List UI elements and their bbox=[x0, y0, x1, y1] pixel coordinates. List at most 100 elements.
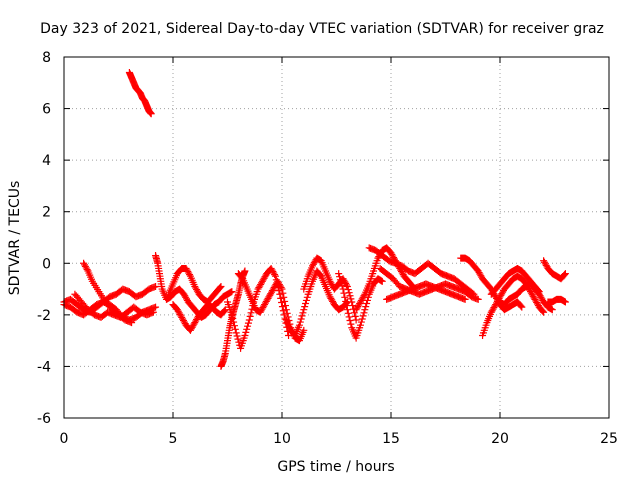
x-axis-label: GPS time / hours bbox=[277, 459, 394, 475]
data-point-marker bbox=[337, 279, 345, 287]
x-tick-label: 5 bbox=[169, 431, 178, 447]
data-point-marker bbox=[220, 307, 228, 315]
data-point-marker bbox=[278, 303, 286, 311]
data-point-marker bbox=[340, 289, 348, 297]
y-axis-label: SDTVAR / TECUs bbox=[7, 181, 23, 296]
data-point-marker bbox=[302, 300, 310, 308]
data-point-marker bbox=[279, 289, 287, 297]
data-point-marker bbox=[300, 326, 308, 334]
data-point-marker bbox=[561, 271, 569, 279]
data-point-marker bbox=[346, 317, 354, 325]
data-point-marker bbox=[302, 296, 310, 304]
data-point-marker bbox=[279, 307, 287, 315]
data-point-marker bbox=[230, 318, 238, 326]
data-point-marker bbox=[278, 298, 286, 306]
data-point-marker bbox=[345, 313, 353, 321]
y-tick-label: -4 bbox=[37, 359, 51, 375]
data-point-marker bbox=[278, 285, 286, 293]
data-point-marker bbox=[356, 321, 364, 329]
series-arc12 bbox=[282, 267, 351, 339]
y-tick-label: -2 bbox=[37, 308, 51, 324]
data-point-marker bbox=[341, 293, 349, 301]
x-tick-label: 20 bbox=[491, 431, 509, 447]
data-point-marker bbox=[281, 297, 289, 305]
data-point-marker bbox=[561, 298, 569, 306]
data-point-marker bbox=[83, 265, 91, 273]
data-point-marker bbox=[229, 314, 237, 322]
series-arc8 bbox=[169, 301, 229, 334]
data-point-marker bbox=[336, 276, 344, 284]
y-tick-label: -6 bbox=[37, 411, 51, 427]
data-point-marker bbox=[357, 318, 365, 326]
data-point-marker bbox=[152, 282, 160, 290]
data-point-marker bbox=[276, 290, 284, 298]
data-point-marker bbox=[271, 272, 279, 280]
data-series bbox=[60, 68, 569, 370]
data-point-marker bbox=[271, 271, 279, 279]
data-point-marker bbox=[244, 319, 252, 327]
data-point-marker bbox=[539, 307, 547, 315]
data-point-marker bbox=[300, 306, 308, 314]
data-point-marker bbox=[335, 270, 343, 278]
data-point-marker bbox=[297, 315, 305, 323]
y-tick-label: 2 bbox=[42, 205, 51, 221]
x-tick-label: 10 bbox=[273, 431, 291, 447]
data-point-marker bbox=[242, 328, 250, 336]
data-point-marker bbox=[347, 295, 355, 303]
data-point-marker bbox=[234, 335, 242, 343]
data-point-marker bbox=[359, 312, 367, 320]
data-point-marker bbox=[348, 298, 356, 306]
data-point-marker bbox=[363, 300, 371, 308]
data-point-marker bbox=[338, 282, 346, 290]
series-arc16 bbox=[365, 244, 478, 298]
data-point-marker bbox=[336, 273, 344, 281]
data-point-marker bbox=[247, 309, 255, 317]
data-point-marker bbox=[282, 306, 290, 314]
series-arc23 bbox=[540, 257, 569, 283]
data-point-marker bbox=[244, 322, 252, 330]
data-point-marker bbox=[281, 302, 289, 310]
data-point-marker bbox=[241, 331, 249, 339]
x-tick-label: 25 bbox=[600, 431, 618, 447]
data-point-marker bbox=[152, 303, 160, 311]
data-point-marker bbox=[351, 312, 359, 320]
x-tick-label: 0 bbox=[60, 431, 69, 447]
data-point-marker bbox=[228, 311, 236, 319]
y-tick-label: 8 bbox=[42, 50, 51, 66]
x-tick-label: 15 bbox=[382, 431, 400, 447]
grid-lines bbox=[64, 57, 609, 418]
data-point-marker bbox=[217, 282, 225, 290]
data-point-marker bbox=[461, 295, 469, 303]
data-point-marker bbox=[277, 294, 285, 302]
data-point-marker bbox=[149, 308, 157, 316]
data-point-marker bbox=[231, 325, 239, 333]
data-point-marker bbox=[232, 329, 240, 337]
data-point-marker bbox=[128, 319, 136, 327]
data-point-marker bbox=[243, 325, 251, 333]
data-point-marker bbox=[561, 270, 569, 278]
data-point-marker bbox=[228, 288, 236, 296]
data-point-marker bbox=[342, 297, 350, 305]
data-point-marker bbox=[280, 311, 288, 319]
axis-ticks: 0 5 10 15 20 25 -6 -4 -2 0 2 4 6 8 bbox=[37, 50, 618, 447]
data-point-marker bbox=[362, 303, 370, 311]
plot-frame bbox=[63, 56, 610, 419]
data-point-marker bbox=[352, 316, 360, 324]
data-point-marker bbox=[303, 293, 311, 301]
data-point-marker bbox=[518, 303, 526, 311]
series-arc7 bbox=[165, 264, 225, 306]
y-tick-label: 6 bbox=[42, 102, 51, 118]
data-point-marker bbox=[246, 312, 254, 320]
series-arc17 bbox=[376, 264, 482, 303]
data-point-marker bbox=[283, 309, 291, 317]
data-point-marker bbox=[339, 285, 347, 293]
series-arc4 bbox=[71, 290, 157, 321]
data-point-marker bbox=[277, 284, 285, 292]
data-point-marker bbox=[548, 306, 556, 314]
data-point-marker bbox=[343, 306, 351, 314]
data-point-marker bbox=[517, 302, 525, 310]
data-point-marker bbox=[186, 271, 194, 279]
data-point-marker bbox=[245, 316, 253, 324]
data-point-marker bbox=[358, 315, 366, 323]
